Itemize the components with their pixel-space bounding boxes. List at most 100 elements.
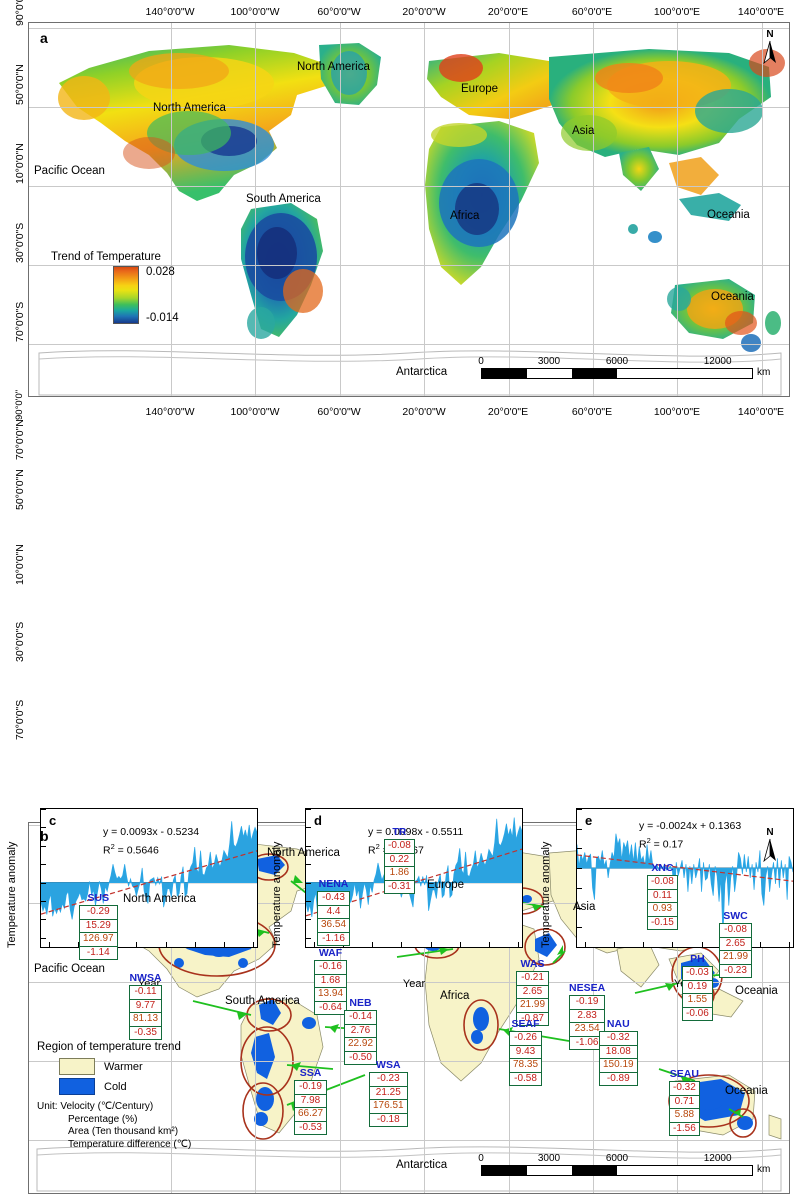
panel-b-lon-label-4: 20°0'0"E (487, 406, 529, 418)
y-tick-mark (577, 828, 582, 830)
region-value-percentage: 2.65 (517, 986, 549, 1000)
region-value-velocity: -0.19 (295, 1081, 327, 1095)
region-box-sus[interactable]: SUS -0.29 15.29 126.97 -1.14 (79, 892, 118, 961)
legend-row-warmer: Warmer (59, 1058, 191, 1075)
legend-b-heading: Region of temperature trend (37, 1041, 181, 1053)
region-box-was[interactable]: WAS -0.21 2.65 21.99 -0.87 (516, 958, 550, 1027)
legend-unit-line-1: Percentage (%) (68, 1113, 138, 1125)
y-tick-mark (577, 809, 582, 810)
region-values: -0.43 4.4 36.54 -1.16 (317, 891, 351, 947)
panel-a-lon-label-4: 20°0'0"E (487, 6, 529, 18)
x-tick-mark (48, 942, 50, 947)
y-tick-mark (577, 947, 582, 948)
panel-a-lat-label-3: 30°0'0"S (14, 222, 26, 263)
chart-e-plot: e y = -0.0024x + 0.1363 R2 = 0.17 0.60.4… (576, 808, 794, 948)
region-value-area: 21.99 (517, 999, 549, 1013)
region-box-xnc[interactable]: XNC -0.08 0.11 0.93 -0.15 (647, 862, 678, 931)
chart-e-equation: y = -0.0024x + 0.1363 R2 = 0.17 (639, 819, 741, 853)
region-value-tempdiff: -1.16 (322, 932, 345, 944)
geo-label-oceania-2: Oceania (711, 291, 754, 303)
chart-d-r2: R2 = 0.5767 (368, 841, 424, 857)
region-box-seau[interactable]: SEAU -0.32 0.71 5.88 -1.56 (669, 1068, 700, 1137)
region-box-ssa[interactable]: SSA -0.19 7.98 66.27 -0.53 (294, 1067, 328, 1136)
legend-unit-line-0: Unit: Velocity (℃/Century) (37, 1101, 154, 1112)
scalebar-tick-2: 6000 (605, 1153, 629, 1164)
region-box-ph[interactable]: PH -0.03 0.19 1.55 -0.06 (682, 953, 713, 1022)
region-values: -0.23 21.25 176.51 -0.18 (369, 1072, 408, 1128)
chart-e-ylabel: Temperature anomaly (540, 841, 552, 948)
y-tick-mark (577, 887, 582, 889)
region-code: WAF (318, 947, 343, 959)
chart-e-r2: R2 = 0.17 (639, 835, 684, 851)
panel-b-lon-label-1: 100°0'0"W (230, 406, 280, 418)
legend-unit-line-3: Temperature difference (℃) (68, 1138, 192, 1150)
geo-label-africa: Africa (450, 210, 480, 222)
region-value-percentage: 4.4 (318, 906, 350, 920)
region-code: NWSA (129, 972, 162, 984)
region-value-percentage: 1.68 (315, 975, 347, 989)
region-value-percentage: 21.25 (370, 1087, 407, 1101)
panel-b-scalebar: 0 3000 6000 12000 km (478, 1153, 770, 1176)
x-tick-mark (584, 942, 586, 947)
chart-c: c y = 0.0093x - 0.5234 R2 = 0.5646 1.20.… (0, 800, 270, 998)
x-tick-mark (759, 942, 761, 947)
panel-a-letter: a (40, 30, 48, 46)
y-tick-mark (41, 827, 46, 829)
region-value-tempdiff: -0.06 (686, 1007, 709, 1019)
region-box-seaf[interactable]: SEAF -0.26 9.43 78.35 -0.58 (509, 1018, 543, 1087)
panel-b-lat-label-5: 70°0'0"S (14, 699, 26, 740)
panel-b-north-arrow: N (761, 827, 779, 865)
region-value-tempdiff: -0.53 (299, 1121, 322, 1133)
region-value-area: 176.51 (370, 1100, 407, 1114)
region-value-area: 0.93 (648, 903, 677, 917)
colorbar-max-value: 0.028 (146, 266, 175, 278)
region-value-tempdiff: -0.58 (514, 1072, 537, 1084)
scalebar-tick-0: 0 (478, 1153, 484, 1164)
panel-a-lon-label-7: 140°0'0"E (737, 6, 785, 18)
region-box-tr[interactable]: TR -0.08 0.22 1.86 -0.31 (384, 826, 415, 895)
x-tick-mark (77, 942, 79, 947)
region-box-neb[interactable]: NEB -0.14 2.76 22.92 -0.50 (344, 997, 378, 1066)
panel-b-lon-label-6: 100°0'0"E (653, 406, 701, 418)
scalebar-unit: km (757, 367, 771, 378)
panel-a-lat-label-0: 90°0'0"N (14, 0, 26, 26)
region-value-velocity: -0.43 (318, 892, 350, 906)
legend-swatch-cold (59, 1078, 95, 1095)
region-box-waf[interactable]: WAF -0.16 1.68 13.94 -0.64 (314, 947, 348, 1016)
region-value-velocity: -0.29 (80, 906, 117, 920)
region-value-percentage: 0.71 (670, 1096, 699, 1110)
scalebar-track: km (481, 1164, 770, 1176)
y-tick-mark (41, 901, 46, 902)
legend-title: Trend of Temperature (51, 251, 161, 263)
chart-c-ylabel: Temperature anomaly (6, 841, 18, 948)
panel-b-lat-label-3: 10°0'0"N (14, 544, 26, 585)
panel-a-lat-label-2: 10°0'0"N (14, 143, 26, 184)
x-tick-mark (518, 942, 520, 947)
region-value-area: 66.27 (295, 1108, 327, 1122)
region-value-percentage: 18.08 (600, 1046, 637, 1060)
y-tick-mark (41, 919, 46, 921)
chart-e-series (577, 833, 793, 938)
region-value-velocity: -0.23 (370, 1073, 407, 1087)
x-tick-mark (643, 942, 645, 947)
panel-a-legend: Trend of Temperature 0.028 -0.014 (51, 251, 179, 324)
chart-e-letter: e (585, 813, 593, 828)
region-value-area: 21.99 (720, 951, 752, 965)
region-box-wsa[interactable]: WSA -0.23 21.25 176.51 -0.18 (369, 1059, 408, 1128)
region-value-area: 5.88 (670, 1109, 699, 1123)
y-tick-mark (41, 809, 46, 810)
geo-label-antarctica: Antarctica (396, 366, 448, 378)
region-values: -0.11 9.77 81.13 -0.35 (129, 985, 163, 1041)
chart-c-plot: c y = 0.0093x - 0.5234 R2 = 0.5646 1.20.… (40, 808, 258, 948)
region-value-tempdiff: -0.18 (376, 1113, 400, 1125)
panel-b-lat-label-0: 90°0'0" (14, 389, 25, 420)
panel-b-container: 140°0'0"W 100°0'0"W 60°0'0"W 20°0'0"W 20… (0, 390, 800, 1194)
region-box-swc[interactable]: SWC -0.08 2.65 21.99 -0.23 (719, 910, 753, 979)
region-values: -0.08 0.11 0.93 -0.15 (647, 875, 678, 931)
region-box-nena[interactable]: NENA -0.43 4.4 36.54 -1.16 (317, 878, 351, 947)
region-box-nau[interactable]: NAU -0.32 18.08 150.19 -0.89 (599, 1018, 638, 1087)
region-values: -0.03 0.19 1.55 -0.06 (682, 966, 713, 1022)
region-box-nwsa[interactable]: NWSA -0.11 9.77 81.13 -0.35 (129, 972, 163, 1041)
region-value-tempdiff: -0.64 (319, 1001, 342, 1013)
y-tick-mark (577, 848, 582, 850)
